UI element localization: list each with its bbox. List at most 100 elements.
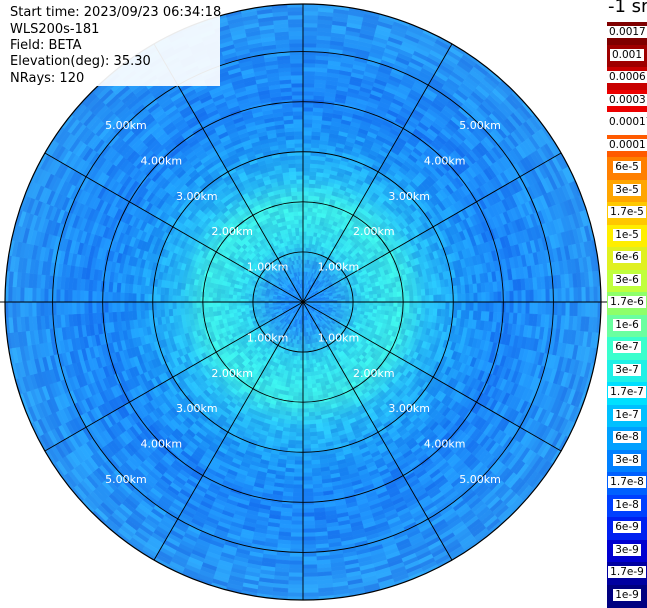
radar-gate (433, 309, 438, 316)
radar-gate (308, 404, 314, 408)
radar-gate (303, 71, 315, 75)
radar-gate (303, 187, 309, 191)
radar-gate (590, 287, 594, 302)
radar-gate (303, 465, 312, 469)
radar-gate (293, 392, 298, 396)
radar-gate (303, 453, 311, 457)
radar-gate (406, 296, 410, 302)
radar-gate (310, 440, 318, 445)
radar-gate (526, 302, 530, 314)
radar-gate (303, 477, 312, 481)
radar-gate (303, 397, 308, 401)
radar-gate (310, 368, 314, 372)
radar-gate (303, 409, 309, 413)
radar-gate (498, 302, 502, 312)
radar-gate (478, 302, 482, 311)
radar-gate (309, 188, 315, 192)
radar-gate (303, 219, 307, 223)
radar-gate (306, 352, 309, 356)
radar-gate (310, 160, 318, 165)
radar-gate (398, 297, 402, 302)
radar-gate (361, 296, 365, 299)
radar-gate (303, 79, 315, 83)
radar-gate (345, 297, 349, 300)
radar-gate (303, 369, 307, 373)
radar-gate (295, 457, 303, 461)
radar-gate (310, 372, 314, 377)
radar-gate (381, 293, 385, 298)
radar-gate (303, 373, 307, 377)
radar-gate (306, 356, 309, 360)
radar-gate (303, 565, 317, 569)
radar-gate (554, 289, 558, 302)
radar-gate (303, 31, 317, 35)
radar-gate (291, 408, 297, 412)
radar-gate (290, 420, 297, 425)
radar-gate (303, 517, 315, 521)
radar-gate (418, 302, 422, 308)
radar-gate (289, 569, 303, 573)
radar-gate (298, 393, 303, 397)
radar-gate (389, 307, 393, 312)
radar-gate (303, 489, 313, 493)
radar-gate (390, 302, 394, 307)
radar-gate (303, 167, 310, 171)
radar-gate (366, 302, 370, 306)
radar-gate (394, 302, 398, 307)
radar-gate (308, 196, 314, 200)
radar-gate (474, 293, 478, 302)
radar-gate (293, 485, 303, 489)
radar-gate (594, 287, 598, 302)
radar-gate (438, 302, 442, 309)
radar-gate (298, 389, 303, 393)
radar-gate (574, 302, 578, 316)
radar-gate (303, 15, 318, 19)
radar-gate (590, 302, 594, 317)
radar-gate (446, 302, 450, 310)
radar-gate (294, 465, 303, 469)
radar-gate (578, 287, 582, 302)
radar-gate (300, 361, 303, 365)
radar-gate (303, 433, 310, 437)
radar-gate (462, 294, 466, 303)
radar-gate (303, 87, 314, 91)
radar-gate (291, 537, 304, 541)
radar-gate (303, 405, 309, 409)
radar-gate (303, 525, 315, 529)
radar-gate (530, 302, 534, 314)
radar-gate (377, 290, 382, 295)
radar-gate (482, 292, 486, 302)
radar-gate (310, 432, 317, 437)
radar-gate (303, 505, 314, 509)
radar-gate (303, 163, 310, 167)
radar-gate (494, 292, 498, 302)
radar-gate (374, 302, 378, 306)
radar-gate (438, 295, 442, 302)
radar-gate (393, 307, 397, 312)
radar-gate (303, 243, 306, 247)
radar-gate (530, 290, 534, 302)
radar-gate (426, 302, 430, 309)
radar-gate (303, 111, 313, 115)
radar-gate (294, 380, 299, 384)
radar-gate (373, 306, 377, 310)
radar-gate (522, 290, 526, 302)
radar-gate (289, 557, 303, 561)
radar-gate (434, 295, 438, 302)
radar-gate (303, 441, 311, 445)
radar-gate (303, 589, 318, 593)
radar-gate (442, 302, 446, 310)
radar-gate (290, 545, 303, 549)
radar-gate (295, 372, 299, 376)
radar-gate (307, 368, 311, 372)
radar-gate (303, 521, 315, 525)
radar-gate (494, 302, 498, 312)
radar-gate (303, 19, 318, 23)
radar-gate (303, 377, 307, 381)
radar-gate (514, 302, 518, 313)
radar-gate (490, 292, 494, 302)
radar-gate (289, 561, 303, 565)
radar-gate (303, 533, 315, 537)
radar-gate (290, 541, 303, 545)
radar-gate (414, 302, 418, 308)
